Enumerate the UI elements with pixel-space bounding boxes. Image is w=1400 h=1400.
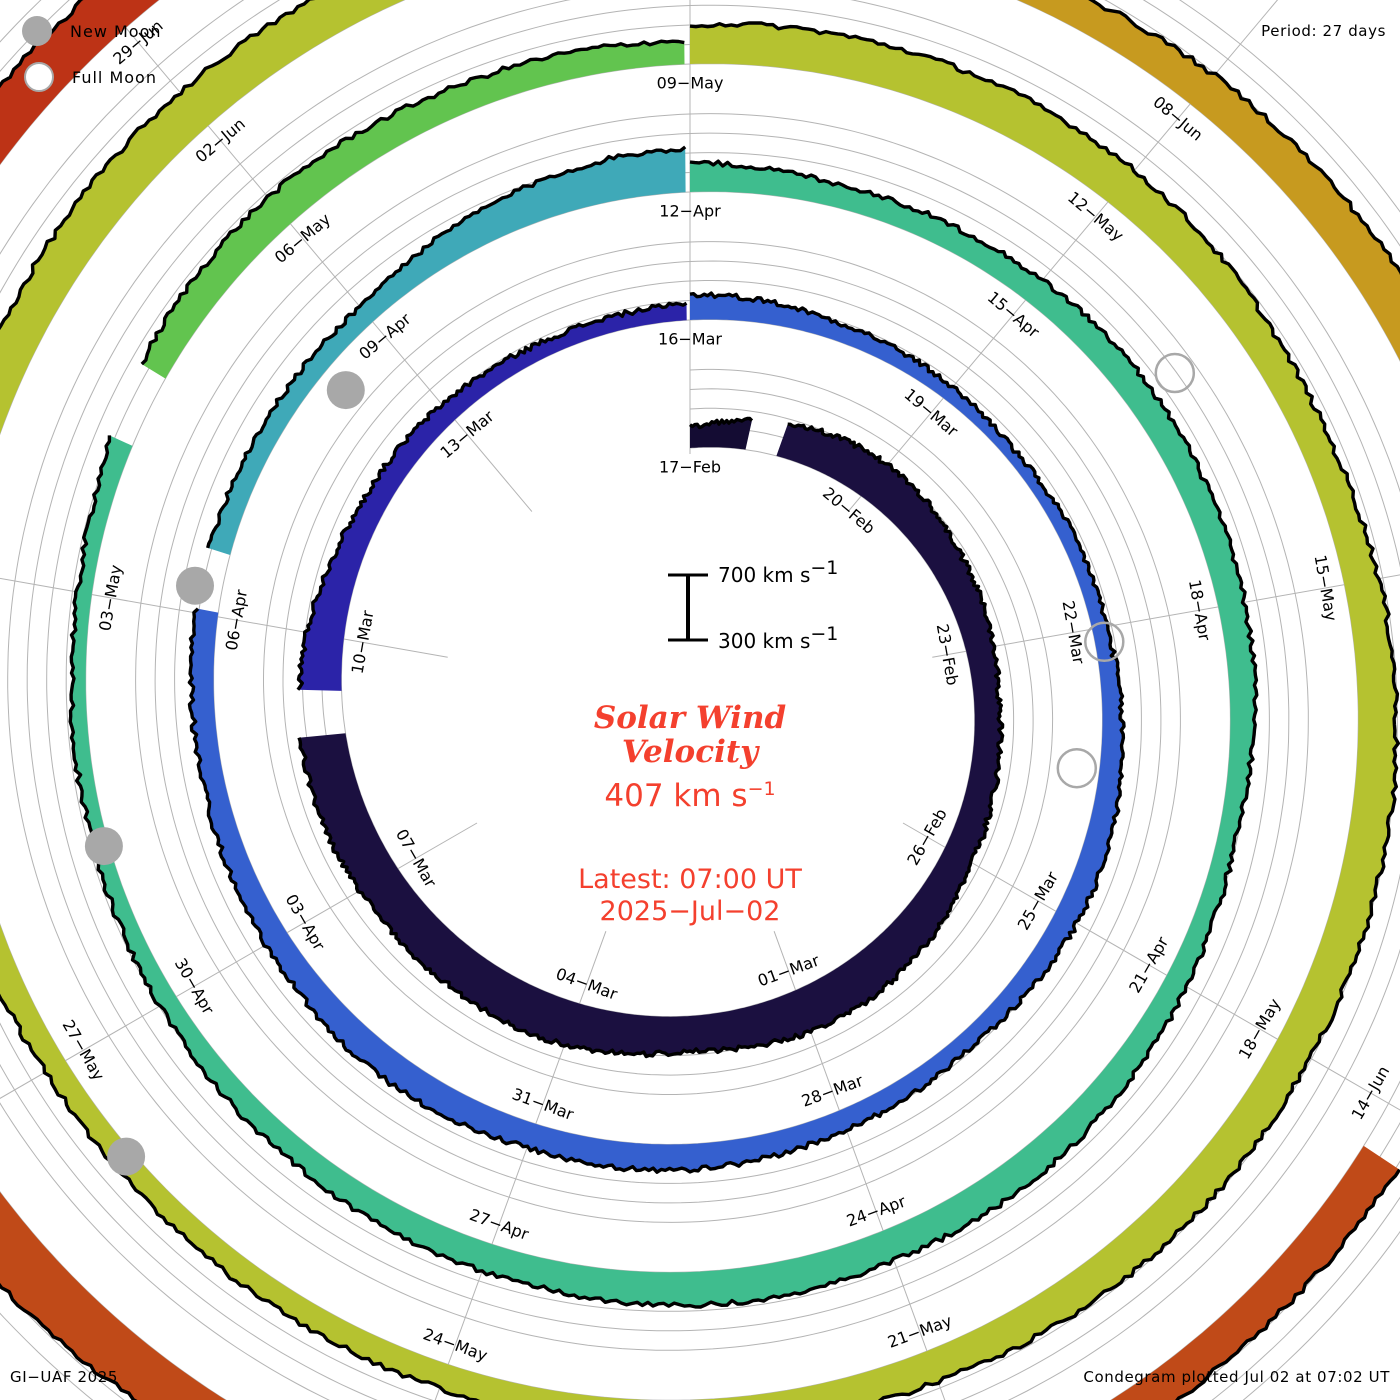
velocity-trace [206, 145, 687, 549]
spiral-date-label: 03−May [95, 563, 125, 632]
full-moon-icon [24, 62, 54, 92]
spiral-date-label: 12−Apr [659, 202, 721, 221]
velocity-band-fill [297, 303, 687, 691]
latest-time-label: Latest: 07:00 UT [578, 864, 802, 895]
legend-item-full-moon: Full Moon [22, 54, 262, 100]
chart-title-line1: Solar Wind [594, 700, 786, 736]
legend-item-new-moon: New Moon [22, 8, 262, 54]
grid-spoke [932, 574, 1400, 658]
spiral-date-label: 04−Mar [553, 964, 620, 1004]
spiral-date-label: 27−Apr [467, 1205, 532, 1244]
full-moon-marker [1084, 621, 1125, 663]
grid-ring [302, 280, 1015, 1057]
new-moon-icon [22, 16, 52, 46]
spiral-date-label: 09−May [657, 74, 724, 93]
new-moon-marker [107, 1137, 146, 1176]
spiral-date-label: 15−May [1311, 553, 1341, 622]
scale-top-label: 700 km s−1 [718, 557, 838, 587]
spiral-date-label: 06−Apr [222, 588, 251, 652]
velocity-trace [68, 159, 1259, 1309]
spiral-date-label: 18−Apr [1185, 578, 1214, 642]
period-note: Period: 27 days [1261, 22, 1386, 40]
latest-date-label: 2025−Jul−02 [600, 896, 781, 927]
chart-title-line2: Velocity [622, 734, 760, 770]
velocity-band-fill [207, 146, 686, 555]
grid-ring [174, 152, 1142, 1184]
spiral-date-label: 17−Feb [659, 458, 721, 477]
velocity-band-fill [1017, 0, 1400, 361]
full-moon-marker [1056, 747, 1098, 789]
current-velocity-value: 407 km s−1 [604, 778, 775, 814]
credit-note: GI−UAF 2025 [10, 1368, 119, 1386]
grid-spoke [434, 931, 607, 1400]
grid-spoke [773, 931, 946, 1400]
velocity-trace [297, 422, 1005, 1059]
velocity-trace [1088, 0, 1400, 276]
legend-label-full-moon: Full Moon [72, 67, 157, 87]
grid-ring [282, 261, 1034, 1076]
velocity-trace [688, 416, 754, 430]
spiral-date-label: 22−Mar [1059, 599, 1089, 666]
velocity-trace [296, 301, 688, 691]
grid-ring [7, 0, 1309, 1351]
grid-ring [154, 133, 1162, 1204]
velocity-band-fill [141, 41, 685, 379]
new-moon-marker [176, 566, 214, 605]
velocity-band-fill [0, 1145, 1400, 1400]
spiral-date-label: 14−Jun [1348, 1063, 1394, 1123]
velocity-band-fill [690, 418, 752, 450]
velocity-trace [187, 291, 1126, 1174]
grid-ring [46, 24, 1270, 1312]
new-moon-marker [84, 827, 123, 866]
spiral-date-label: 16−Mar [658, 330, 722, 349]
grid-spoke [902, 822, 1400, 1111]
moon-phase-legend: New Moon Full Moon [22, 8, 262, 100]
grid-spoke [847, 0, 1279, 512]
spiral-date-label: 23−Feb [933, 622, 962, 686]
velocity-trace [140, 39, 685, 366]
grid-ring [26, 5, 1290, 1332]
full-moon-marker [1154, 352, 1196, 394]
spiral-date-label: 10−Mar [348, 609, 378, 676]
legend-label-new-moon: New Moon [70, 21, 162, 41]
center-annotation: 700 km s−1 300 km s−1 Solar Wind Velocit… [578, 557, 838, 927]
scale-bottom-label: 300 km s−1 [718, 623, 838, 653]
grid-ring [135, 113, 1181, 1223]
new-moon-marker [326, 371, 365, 410]
plotted-timestamp: Condegram plotted Jul 02 at 07:02 UT [1083, 1368, 1390, 1386]
grid-ring [263, 241, 1054, 1095]
moon-phase-markers [84, 352, 1196, 1176]
